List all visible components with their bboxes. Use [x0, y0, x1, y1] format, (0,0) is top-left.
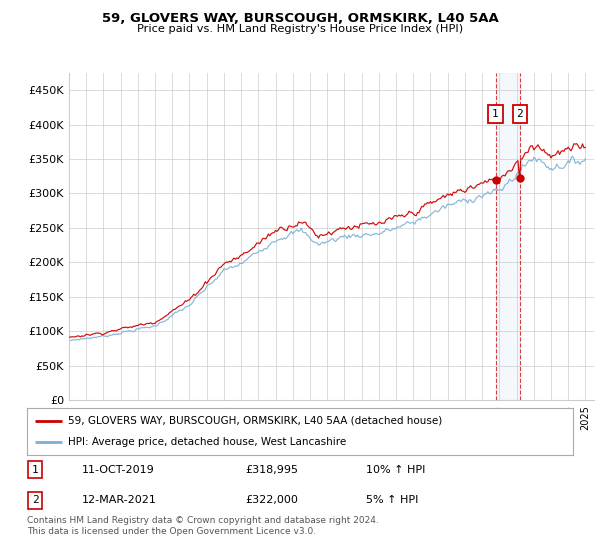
Text: 1: 1	[492, 109, 499, 119]
Text: 59, GLOVERS WAY, BURSCOUGH, ORMSKIRK, L40 5AA: 59, GLOVERS WAY, BURSCOUGH, ORMSKIRK, L4…	[101, 12, 499, 25]
Text: £318,995: £318,995	[245, 465, 298, 474]
Text: 1: 1	[32, 465, 38, 474]
Text: 10% ↑ HPI: 10% ↑ HPI	[365, 465, 425, 474]
Text: 59, GLOVERS WAY, BURSCOUGH, ORMSKIRK, L40 5AA (detached house): 59, GLOVERS WAY, BURSCOUGH, ORMSKIRK, L4…	[68, 416, 442, 426]
Text: Contains HM Land Registry data © Crown copyright and database right 2024.
This d: Contains HM Land Registry data © Crown c…	[27, 516, 379, 536]
Text: 11-OCT-2019: 11-OCT-2019	[82, 465, 154, 474]
Text: 2: 2	[517, 109, 523, 119]
Bar	[496, 73, 520, 400]
Text: 2: 2	[32, 496, 38, 505]
Text: Price paid vs. HM Land Registry's House Price Index (HPI): Price paid vs. HM Land Registry's House …	[137, 24, 463, 34]
Text: £322,000: £322,000	[245, 496, 298, 505]
Text: 12-MAR-2021: 12-MAR-2021	[82, 496, 157, 505]
Text: HPI: Average price, detached house, West Lancashire: HPI: Average price, detached house, West…	[68, 437, 346, 447]
Text: 5% ↑ HPI: 5% ↑ HPI	[365, 496, 418, 505]
